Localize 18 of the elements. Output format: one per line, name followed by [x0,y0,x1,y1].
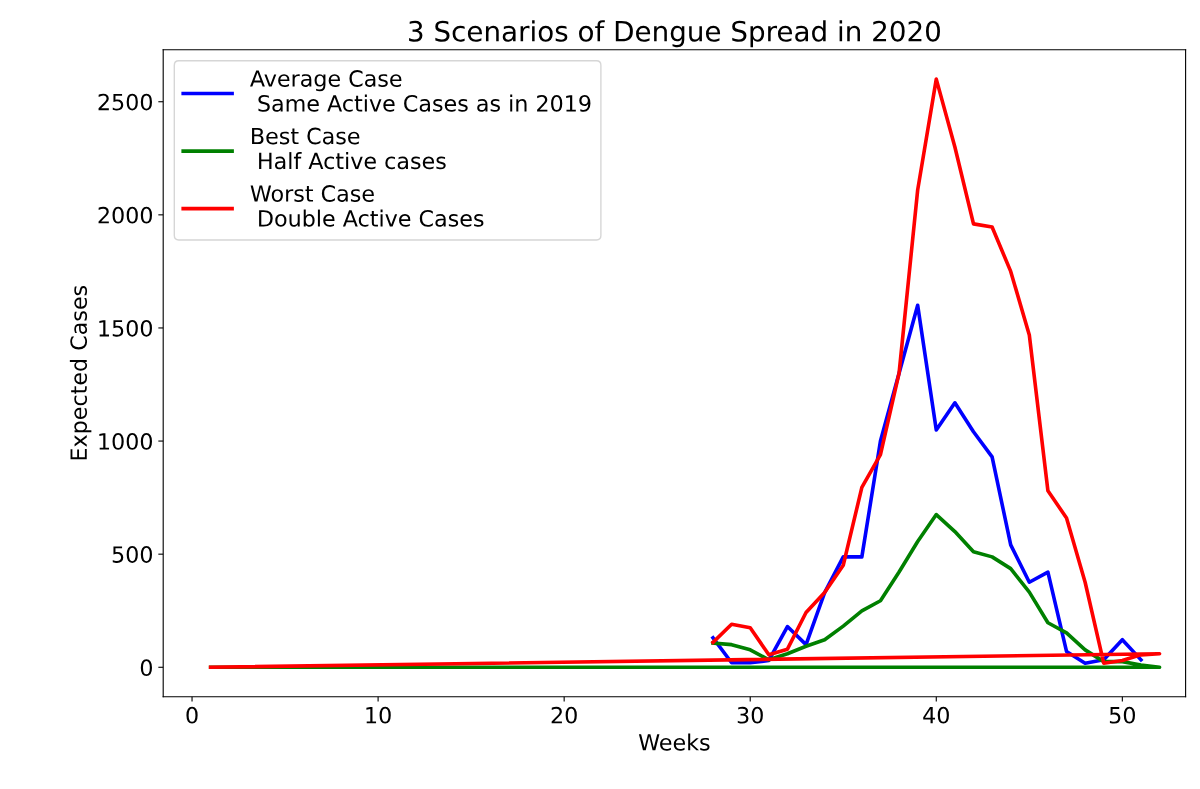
x-tick-label: 40 [923,706,949,724]
x-tick-label: 0 [186,706,198,724]
x-tick-label: 30 [737,706,763,724]
y-tick-label: 500 [112,546,152,563]
x-axis-title: Weeks [638,733,710,751]
y-tick-label: 1000 [99,433,152,450]
y-tick-label: 0 [140,659,152,677]
y-tick-label: 2000 [98,206,152,224]
x-tick-label: 20 [551,706,577,724]
x-tick-label: 10 [366,706,391,724]
y-tick-label: 2500 [98,93,152,111]
y-tick-label: 1500 [99,319,152,337]
legend-label: Best Case Half Active cases [252,127,446,170]
legend-label: Worst Case Double Active Cases [250,185,484,227]
chart-title: 3 Scenarios of Dengue Spread in 2020 [409,20,940,48]
y-axis-title: Expected Cases [69,285,92,460]
x-tick-label: 50 [1109,706,1135,724]
legend-label: Average Case Same Active Cases as in 2019 [250,70,591,112]
